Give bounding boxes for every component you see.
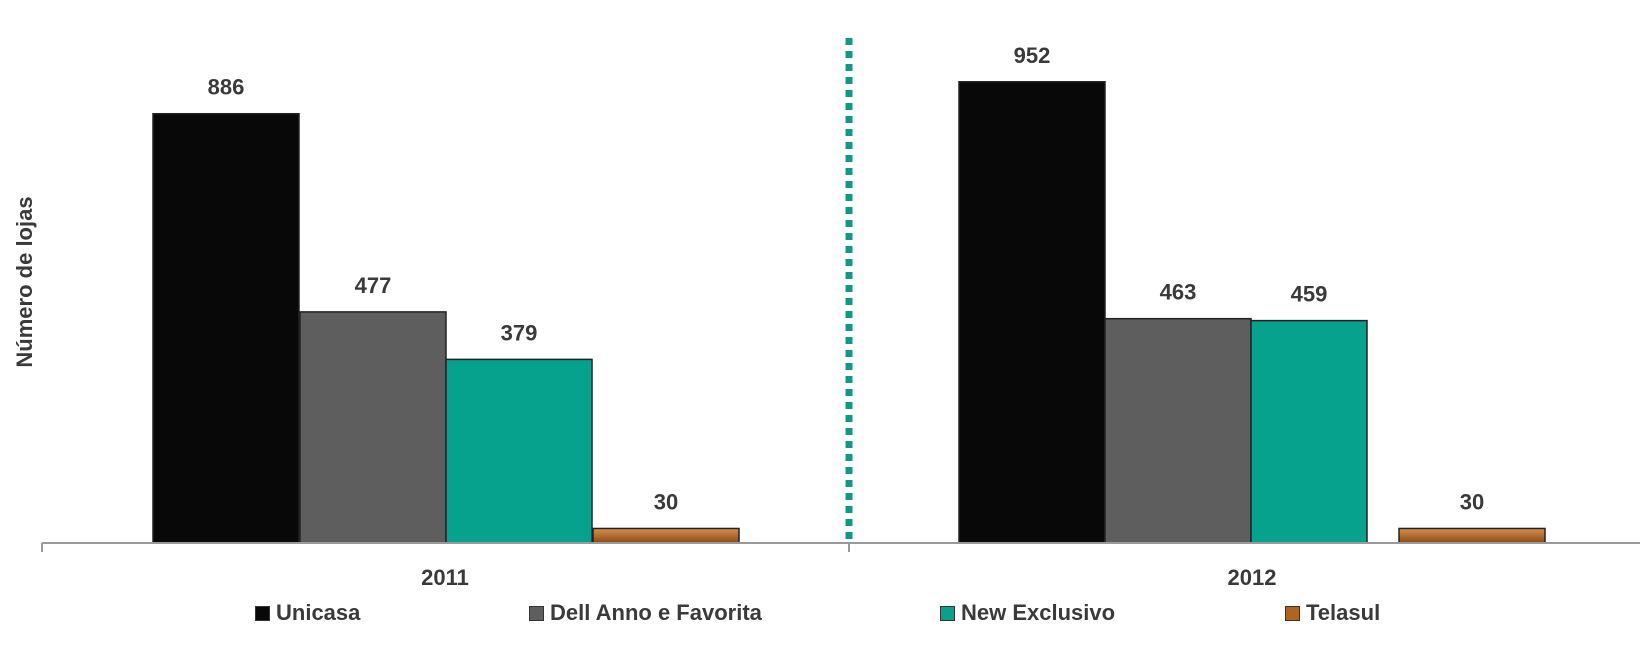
legend-swatch [529,605,544,621]
legend-item-new-exclusivo: New Exclusivo [940,600,1115,626]
legend-swatch [1285,605,1300,621]
legend-item-telasul: Telasul [1285,600,1380,626]
legend-item-unicasa: Unicasa [255,600,360,626]
bar-telasul-2012 [1398,527,1546,544]
bar-dell-anno-e-favorita-2011 [299,311,447,544]
legend-label: New Exclusivo [961,600,1116,625]
bars-group [152,81,1546,544]
x-tick-label-2012: 2012 [1228,565,1277,590]
bar-new-exclusivo-2012 [1250,319,1368,544]
value-label-unicasa-2012: 952 [1014,43,1051,68]
legend-label: Telasul [1306,600,1381,625]
bar-dell-anno-e-favorita-2012 [1104,317,1252,544]
x-tick-label-2011: 2011 [421,565,469,590]
x-tick-labels-group: 2011 2012 [421,565,1276,590]
legend-swatch [255,605,270,621]
value-label-dell-anno-e-favorita-2011: 477 [355,273,392,298]
bar-unicasa-2011 [152,112,300,544]
legend-label: Unicasa [276,600,361,625]
legend: Unicasa Dell Anno e Favorita New Exclusivo… [0,600,1640,632]
bar-telasul-2011 [592,527,740,544]
value-label-telasul-2012: 30 [1460,489,1484,514]
bar-new-exclusivo-2011 [445,358,593,544]
value-label-dell-anno-e-favorita-2012: 463 [1160,280,1197,305]
value-labels-group: 886 952 477 463 379 459 30 30 [208,43,1485,515]
y-axis-label: Número de lojas [12,196,37,367]
value-label-unicasa-2011: 886 [208,75,245,100]
value-label-new-exclusivo-2012: 459 [1291,282,1328,307]
value-label-new-exclusivo-2011: 379 [501,320,538,345]
legend-swatch [940,605,955,621]
bar-unicasa-2012 [958,81,1106,544]
value-label-telasul-2011: 30 [654,489,678,514]
x-axis-ticks [41,543,850,552]
legend-label: Dell Anno e Favorita [550,600,762,625]
legend-item-dell-anno-e-favorita: Dell Anno e Favorita [529,600,762,626]
